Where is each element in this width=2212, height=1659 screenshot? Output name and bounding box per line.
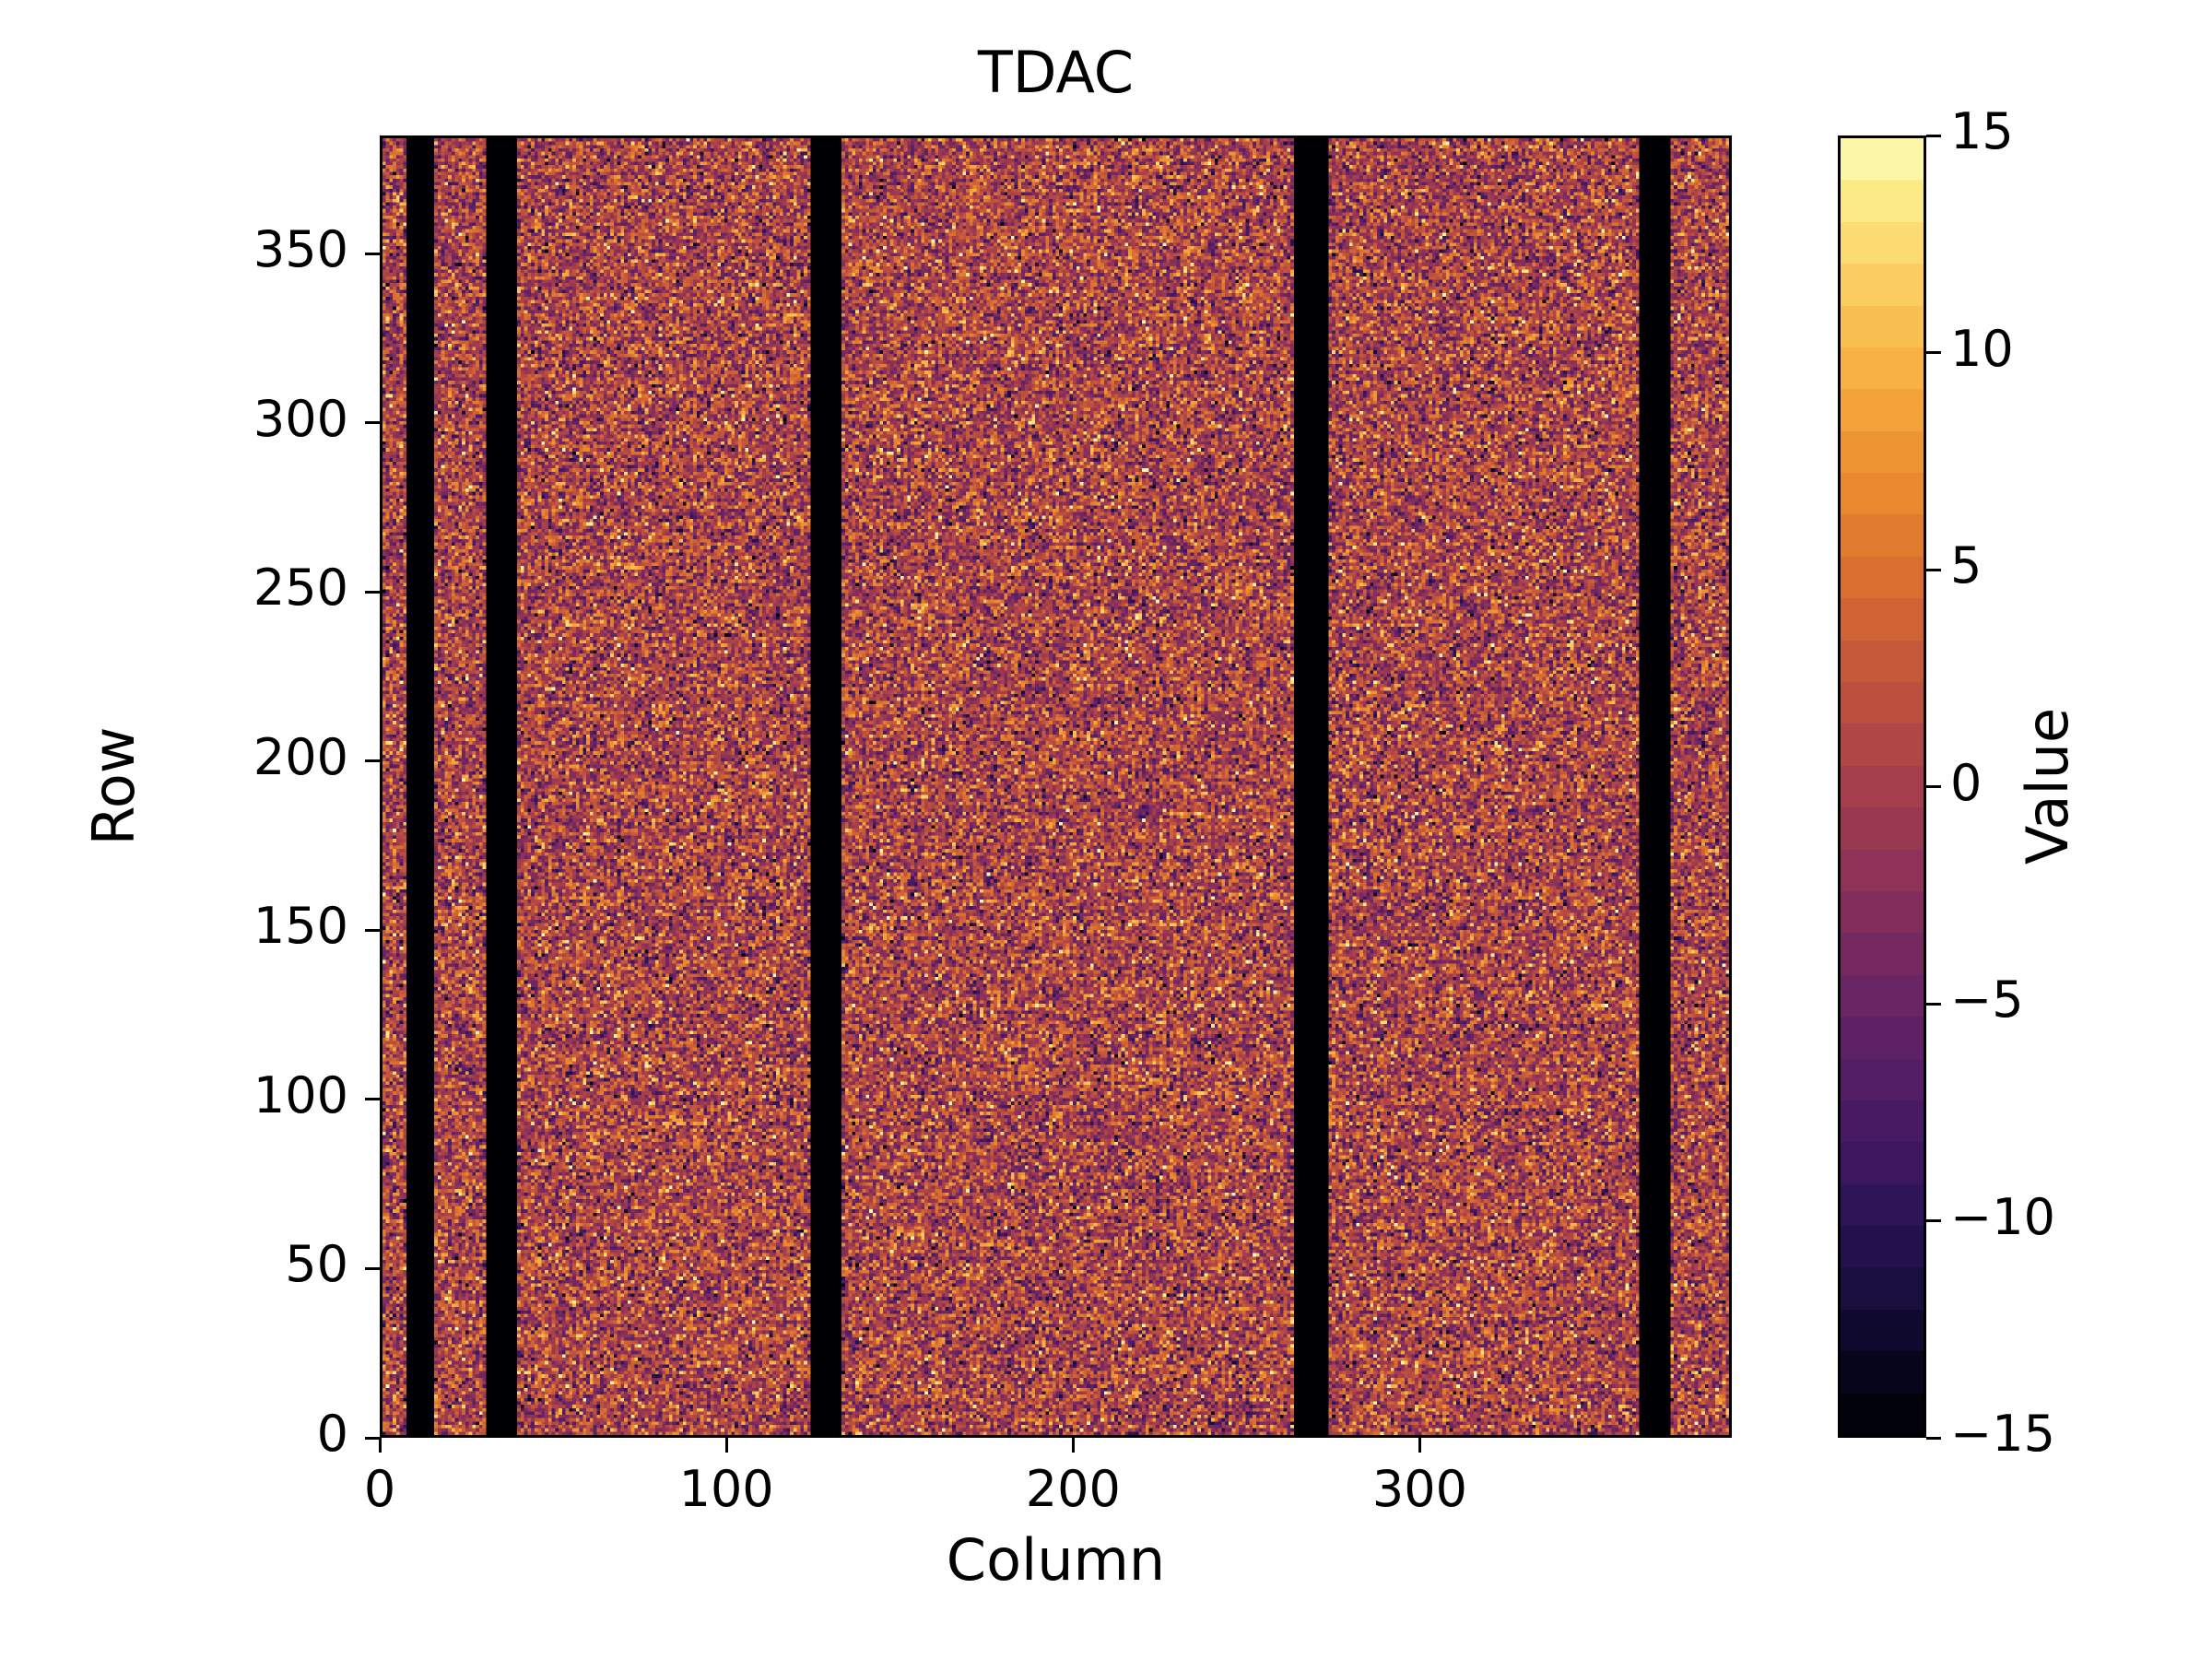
y-tick-label: 300 [253,389,348,448]
colorbar-band [1841,1057,1924,1100]
page-title: TDAC [977,39,1135,106]
colorbar-band [1841,597,1924,641]
x-tick-label: 200 [1025,1460,1121,1518]
colorbar-band [1841,347,1924,390]
colorbar-tick-label: −5 [1950,971,2024,1029]
heatmap-image[interactable] [382,138,1729,1435]
colorbar-band [1841,890,1924,934]
y-tick [365,252,380,255]
y-tick-label: 350 [253,220,348,279]
colorbar-band [1841,848,1924,891]
y-tick-label: 0 [316,1405,348,1463]
y-tick [365,1436,380,1440]
colorbar-band [1841,764,1924,808]
colorbar-band [1841,263,1924,306]
colorbar-band [1841,806,1924,850]
colorbar-band [1841,429,1924,474]
colorbar-band [1841,304,1924,347]
x-tick-label: 100 [678,1460,774,1518]
colorbar-tick-label: −15 [1950,1405,2055,1463]
colorbar-band [1841,1309,1924,1352]
colorbar-band [1841,1141,1924,1184]
colorbar-band [1841,1100,1924,1143]
colorbar-band [1841,179,1924,222]
colorbar-tick [1926,134,1941,137]
y-tick-label: 100 [253,1065,348,1124]
colorbar-tick [1926,1002,1941,1006]
y-tick [365,928,380,932]
x-tick-label: 0 [363,1460,396,1518]
x-tick-label: 300 [1371,1460,1467,1518]
y-axis-label: Row [80,726,147,846]
y-tick [365,759,380,763]
colorbar-band [1841,639,1924,683]
colorbar-tick [1926,568,1941,571]
y-tick [365,1266,380,1270]
colorbar-band [1841,1350,1924,1394]
y-tick-label: 50 [285,1235,348,1294]
y-tick [365,421,380,425]
y-tick [365,590,380,594]
colorbar-tick-label: −10 [1950,1187,2055,1246]
colorbar-tick [1926,1219,1941,1222]
colorbar-tick-label: 15 [1950,102,2014,160]
y-tick [365,1098,380,1101]
colorbar-band [1841,1225,1924,1268]
y-tick-label: 150 [253,897,348,956]
colorbar-band [1841,388,1924,431]
x-tick [378,1438,382,1453]
colorbar-tick [1926,351,1941,354]
colorbar-tick-label: 0 [1950,753,1983,812]
colorbar-tick-label: 5 [1950,536,1983,594]
heatmap-axes[interactable] [380,135,1732,1438]
colorbar-band [1841,220,1924,265]
colorbar-band [1841,1266,1924,1310]
colorbar-band [1841,513,1924,557]
x-tick [1418,1438,1421,1453]
colorbar-tick-label: 10 [1950,319,2014,378]
colorbar-tick [1926,785,1941,788]
colorbar-label: Value [2014,707,2081,865]
colorbar-band [1841,138,1924,181]
x-tick [1071,1438,1075,1453]
colorbar-band [1841,472,1924,515]
colorbar[interactable] [1838,135,1926,1438]
x-axis-label: Column [946,1526,1166,1594]
colorbar-band [1841,681,1924,724]
colorbar-band [1841,723,1924,766]
y-tick-label: 200 [253,727,348,786]
x-tick [724,1438,728,1453]
colorbar-band [1841,932,1924,975]
colorbar-tick [1926,1436,1941,1440]
colorbar-band [1841,973,1924,1018]
colorbar-band [1841,1016,1924,1059]
colorbar-band [1841,556,1924,599]
y-tick-label: 250 [253,559,348,618]
colorbar-band [1841,1392,1924,1435]
colorbar-band [1841,1182,1924,1227]
